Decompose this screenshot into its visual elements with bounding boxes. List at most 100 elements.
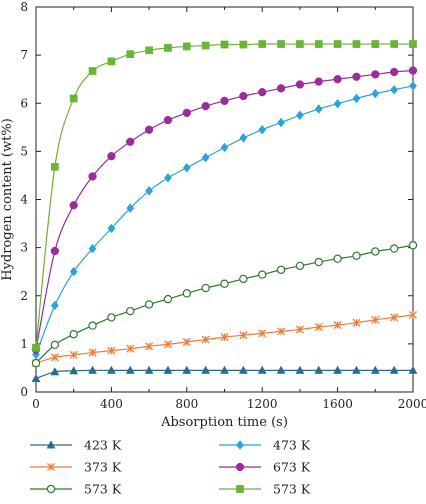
series-2 <box>31 241 418 368</box>
data-point <box>258 88 267 97</box>
x-tick-label: 1600 <box>322 397 353 411</box>
legend-marker <box>236 485 244 493</box>
series-1 <box>31 310 418 368</box>
data-point <box>125 365 135 374</box>
data-point <box>314 257 323 267</box>
data-point <box>201 283 210 293</box>
data-point <box>144 300 154 309</box>
data-point <box>295 80 305 89</box>
y-tick-label: 3 <box>20 241 28 255</box>
data-point <box>314 104 323 114</box>
series-line <box>35 43 413 348</box>
data-point <box>50 246 59 256</box>
data-point <box>201 152 210 163</box>
data-point <box>126 137 135 146</box>
data-point <box>277 117 285 128</box>
data-point <box>107 313 116 322</box>
legend-marker <box>235 462 245 472</box>
data-point <box>276 327 286 336</box>
y-tick-label: 0 <box>20 385 28 399</box>
data-point <box>201 101 210 111</box>
data-point <box>258 329 267 338</box>
y-tick-label: 6 <box>20 96 28 110</box>
data-point <box>182 162 191 173</box>
y-tick-label: 8 <box>20 0 28 14</box>
y-tick-label: 2 <box>20 289 28 303</box>
data-point <box>409 81 417 91</box>
data-point <box>50 340 60 350</box>
data-point <box>239 274 248 284</box>
legend-label: 373 K <box>84 460 122 475</box>
data-point <box>370 365 380 374</box>
data-point <box>352 40 361 48</box>
data-point <box>126 306 135 316</box>
x-tick-label: 2000 <box>398 397 426 411</box>
data-point <box>182 108 191 118</box>
data-point <box>333 321 342 330</box>
series-line <box>35 85 414 355</box>
data-point <box>144 365 154 374</box>
data-point <box>333 98 342 109</box>
data-point <box>371 40 380 48</box>
legend-label: 573 K <box>273 482 311 497</box>
data-point <box>333 365 343 374</box>
data-point <box>314 77 323 86</box>
y-tick-label: 4 <box>20 193 28 207</box>
data-point <box>352 72 361 81</box>
data-point <box>333 75 342 84</box>
x-tick-label: 400 <box>100 397 123 411</box>
data-point <box>88 172 97 181</box>
data-point <box>220 279 229 288</box>
data-point <box>145 46 153 55</box>
data-point <box>163 294 173 304</box>
data-point <box>32 343 40 352</box>
data-point <box>182 337 191 347</box>
data-point <box>69 330 78 339</box>
data-point <box>239 133 248 143</box>
data-point <box>371 315 380 324</box>
legend-marker <box>46 484 56 494</box>
data-point <box>390 84 399 95</box>
data-point <box>295 325 304 334</box>
data-point <box>333 254 342 263</box>
data-point <box>409 40 417 48</box>
data-point <box>126 203 135 213</box>
data-point <box>145 342 154 351</box>
data-point <box>296 40 304 48</box>
y-tick-label: 7 <box>20 48 28 62</box>
data-point <box>390 313 399 322</box>
series-4 <box>31 66 418 354</box>
data-point <box>182 289 191 298</box>
data-point <box>201 41 210 50</box>
data-point <box>276 365 286 374</box>
legend-item: 473 K <box>219 438 311 453</box>
legend-label: 473 K <box>273 438 311 453</box>
x-axis-title: Absorption time (s) <box>160 415 288 430</box>
data-point <box>389 365 399 374</box>
data-point <box>163 340 173 349</box>
x-tick-label: 1200 <box>247 397 278 411</box>
data-point <box>69 201 78 210</box>
data-point <box>31 373 41 382</box>
data-point <box>295 110 304 121</box>
data-point <box>69 366 79 375</box>
data-point <box>164 173 172 183</box>
data-point <box>333 40 342 48</box>
legend-label: 423 K <box>84 438 122 453</box>
data-point <box>371 88 380 99</box>
data-point <box>182 365 192 374</box>
data-point <box>163 365 173 374</box>
data-point <box>258 270 267 279</box>
legend-marker <box>236 440 244 450</box>
data-point <box>107 152 116 161</box>
data-point <box>164 44 172 52</box>
data-point <box>201 335 210 344</box>
legend-item: 373 K <box>30 460 122 475</box>
data-point <box>220 96 229 105</box>
data-point <box>352 318 361 327</box>
legend-marker <box>46 440 56 449</box>
data-point <box>107 57 116 66</box>
data-point <box>107 223 116 234</box>
